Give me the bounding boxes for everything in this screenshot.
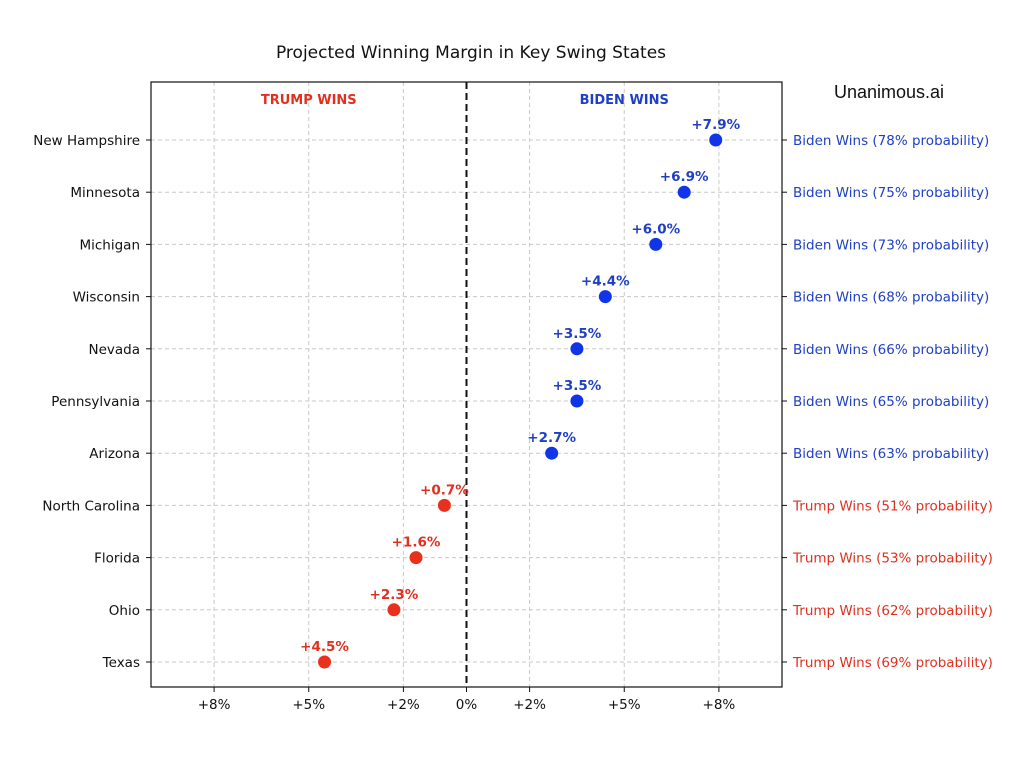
state-rows: New Hampshire +7.9% Biden Wins (78% probab… [33,117,993,671]
data-label: +4.4% [581,274,630,290]
x-axis-ticks: +8% +5% +2% 0% +2% +5% +8% [198,687,736,713]
brand-label: Unanimous.ai [834,82,944,102]
state-label: Pennsylvania [51,394,140,410]
state-label: Ohio [109,603,140,619]
x-tick-label: +2% [513,697,546,713]
data-label: +3.5% [553,326,602,342]
x-tick-label: +5% [608,697,641,713]
data-point [570,394,584,408]
probability-label: Trump Wins (53% probability) [792,551,993,567]
data-point [709,133,723,147]
probability-label: Biden Wins (63% probability) [793,446,989,462]
state-label: Michigan [79,237,140,253]
state-label: North Carolina [42,498,140,514]
probability-label: Biden Wins (66% probability) [793,342,989,358]
probability-label: Trump Wins (62% probability) [792,603,993,619]
data-label: +1.6% [392,535,441,551]
data-label: +6.9% [660,169,709,185]
data-point [437,498,451,512]
data-label: +0.7% [420,482,469,498]
state-label: Minnesota [70,185,140,201]
probability-label: Biden Wins (75% probability) [793,185,989,201]
state-label: Florida [94,551,140,567]
data-point [387,603,401,617]
state-label: Arizona [89,446,140,462]
data-point [409,551,423,565]
state-label: Wisconsin [73,290,140,306]
data-point [545,446,559,460]
data-point [570,342,584,356]
data-point [318,655,332,669]
trump-wins-header: TRUMP WINS [261,93,357,108]
data-point [649,237,663,251]
probability-label: Biden Wins (65% probability) [793,394,989,410]
x-tick-label: +8% [703,697,736,713]
data-label: +6.0% [631,221,680,237]
x-tick-label: +5% [292,697,325,713]
probability-label: Biden Wins (73% probability) [793,237,989,253]
data-point [677,185,691,199]
data-point [598,290,612,304]
x-tick-label: +8% [198,697,231,713]
data-label: +3.5% [553,378,602,394]
probability-label: Biden Wins (68% probability) [793,290,989,306]
data-label: +4.5% [300,639,349,655]
state-label: Texas [102,655,140,671]
biden-wins-header: BIDEN WINS [580,93,669,108]
chart-title: Projected Winning Margin in Key Swing St… [276,43,666,63]
data-label: +2.3% [370,587,419,603]
x-tick-label: +2% [387,697,420,713]
probability-label: Trump Wins (51% probability) [792,498,993,514]
data-label: +7.9% [691,117,740,133]
probability-label: Trump Wins (69% probability) [792,655,993,671]
probability-label: Biden Wins (78% probability) [793,133,989,149]
x-tick-label: 0% [456,697,478,713]
state-label: Nevada [88,342,140,358]
state-label: New Hampshire [33,133,140,149]
data-label: +2.7% [527,430,576,446]
